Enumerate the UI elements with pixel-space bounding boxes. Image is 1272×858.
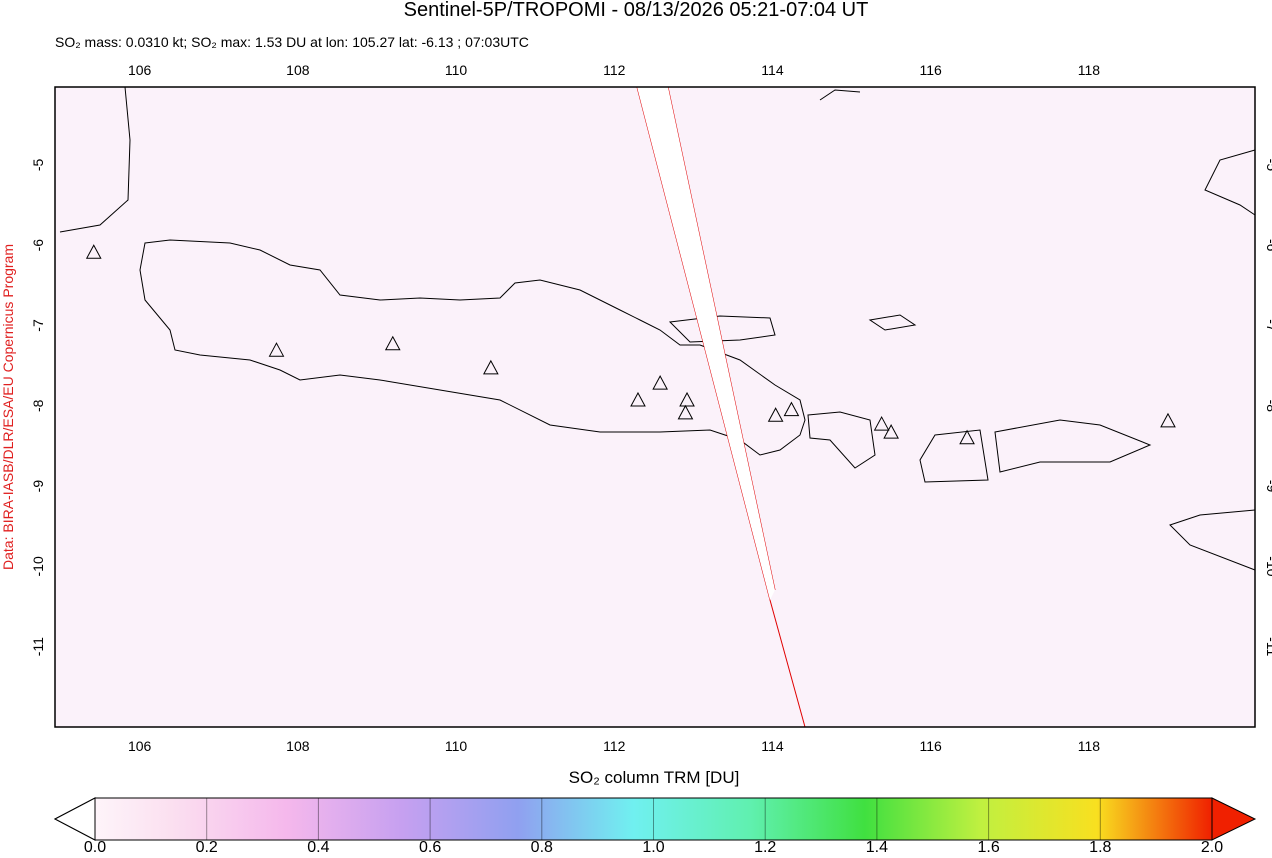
colorbar-tick-label: 0.0 (84, 839, 106, 853)
credit: Data: BIRA-IASB/DLR/ESA/EU Copernicus Pr… (0, 244, 16, 570)
lat-tick-label: -6 (30, 239, 46, 252)
colorbar-over (1211, 797, 1257, 841)
volcano (959, 429, 975, 445)
lon-tick-label: 114 (761, 62, 784, 78)
map-frame (54, 86, 1256, 728)
lat-tick-label: -7 (1264, 319, 1272, 332)
lon-tick-label: 118 (1078, 62, 1101, 78)
colorbar-ticks: 0.0 0.2 0.4 0.6 0.8 1.0 1.2 1.4 1.6 1.8 2.0 (84, 798, 1223, 856)
lat-tick-label: -9 (30, 480, 46, 493)
colorbar-tick-label: 1.0 (642, 839, 664, 853)
lat-tick-label: -11 (30, 637, 46, 656)
swath-edges (636, 86, 806, 728)
volcano (384, 335, 401, 351)
colorbar-tick-label: 2.0 (1201, 839, 1223, 853)
lon-tick-label: 108 (286, 62, 310, 78)
lat-tick-label: -10 (1264, 556, 1272, 576)
colorbar-tick-label: 1.6 (977, 839, 999, 853)
volcano (652, 375, 668, 390)
lon-tick-label: 110 (445, 62, 468, 78)
lat-tick-label: -9 (1264, 480, 1272, 493)
lon-tick-label: 108 (286, 738, 310, 754)
volcano (85, 244, 102, 259)
lat-tick-label: -6 (1264, 239, 1272, 252)
volcano (767, 407, 784, 422)
colorbar-tick-label: 0.4 (307, 839, 329, 853)
lat-tick-label: -11 (1264, 637, 1272, 656)
lon-tick-label: 112 (603, 738, 626, 754)
colorbar-tick-label: 0.6 (419, 839, 441, 853)
volcano (630, 391, 646, 407)
lat-tick-label: -10 (30, 556, 46, 576)
lat-tick-label: -5 (1264, 159, 1272, 172)
lon-tick-label: 106 (128, 738, 152, 754)
lon-tick-label: 110 (445, 738, 468, 754)
volcano (873, 416, 890, 431)
colorbar-tick-label: 0.8 (531, 839, 553, 853)
lat-tick-label: -8 (1264, 400, 1272, 413)
coastlines (59, 86, 1256, 571)
colorbar-tick-label: 1.8 (1089, 839, 1111, 853)
subtitle: SO₂ mass: 0.0310 kt; SO₂ max: 1.53 DU at… (55, 34, 529, 50)
lon-tick-label: 118 (1078, 738, 1101, 754)
lat-tick-label: -7 (30, 319, 46, 332)
lon-tick-label: 106 (128, 62, 152, 78)
map-area (55, 87, 1255, 727)
volcano (1160, 412, 1176, 428)
colorbar-tick-label: 0.2 (196, 839, 218, 853)
colorbar (53, 797, 1213, 841)
lon-tick-label: 114 (761, 738, 784, 754)
volcano (677, 404, 694, 420)
colorbar-tick-label: 1.2 (754, 839, 776, 853)
lon-tick-label: 116 (920, 738, 943, 754)
lon-tick-label: 112 (603, 62, 626, 78)
volcano (883, 424, 899, 439)
colorbar-label: SO₂ column TRM [DU] (569, 768, 740, 787)
volcanoes (85, 244, 1176, 445)
volcano (268, 342, 285, 357)
lat-tick-label: -5 (30, 158, 46, 171)
title: Sentinel-5P/TROPOMI - 08/13/2026 05:21-0… (404, 0, 869, 21)
lat-tick-label: -8 (30, 399, 46, 412)
volcano (679, 391, 695, 407)
volcano (483, 359, 499, 375)
axes: 106 106 108 108 110 110 112 112 114 114 116 116 118 1… (30, 62, 1272, 754)
lon-tick-label: 116 (920, 62, 943, 78)
volcano (783, 401, 800, 417)
colorbar-under (53, 797, 96, 841)
colorbar-tick-label: 1.4 (866, 839, 888, 853)
